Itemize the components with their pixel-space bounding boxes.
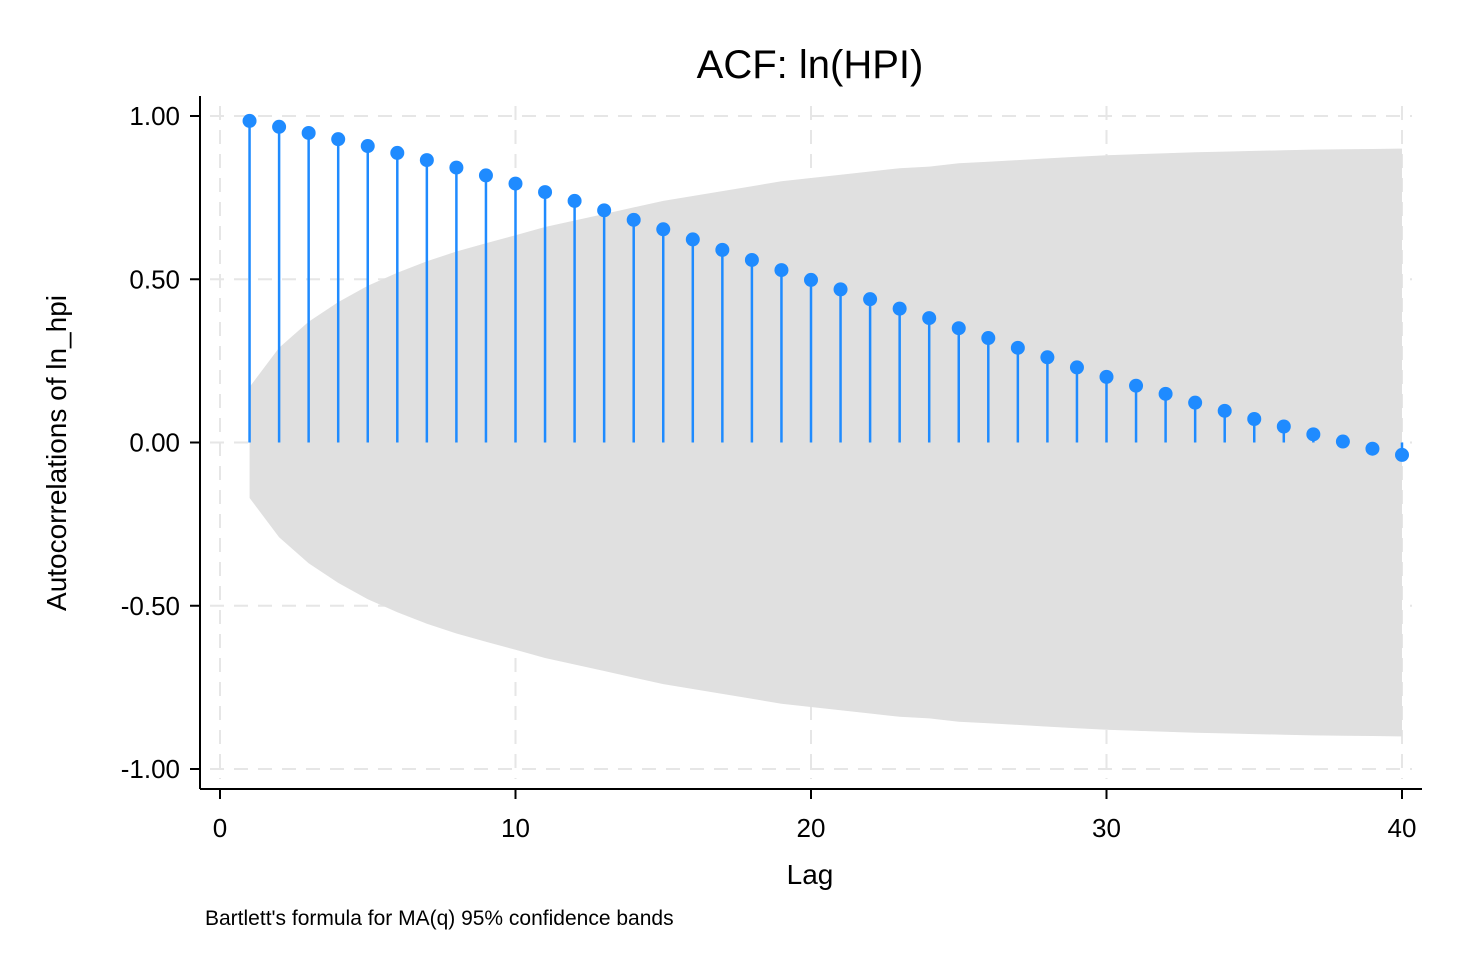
confidence-band-layer: [249, 148, 1403, 737]
acf-point: [508, 176, 523, 191]
chart-note: Bartlett's formula for MA(q) 95% confide…: [205, 907, 674, 930]
acf-point: [744, 252, 759, 267]
acf-point: [242, 113, 257, 128]
acf-point: [685, 232, 700, 247]
confidence-band: [249, 148, 1403, 737]
acf-point: [597, 203, 612, 218]
acf-point: [951, 321, 966, 336]
acf-point: [656, 222, 671, 237]
acf-point: [419, 153, 434, 168]
acf-point: [331, 132, 346, 147]
acf-point: [981, 331, 996, 346]
acf-point: [301, 125, 316, 140]
x-tick-label: 40: [1388, 813, 1417, 843]
acf-point: [390, 145, 405, 160]
y-tick-label: -0.50: [121, 591, 180, 621]
axes: [190, 96, 1422, 799]
acf-point: [1099, 369, 1114, 384]
acf-point: [892, 301, 907, 316]
acf-point: [774, 263, 789, 278]
y-axis-label: Autocorrelations of ln_hpi: [41, 295, 72, 611]
acf-point: [715, 242, 730, 257]
tick-labels: 1.00 0.50 0.00 -0.50 -1.00 0 10 20 30 40: [121, 101, 1417, 843]
acf-point: [1335, 434, 1350, 449]
acf-point: [1217, 403, 1232, 418]
y-tick-label: 0.00: [129, 428, 180, 458]
acf-point: [1069, 360, 1084, 375]
y-tick-label: 1.00: [129, 101, 180, 131]
x-tick-label: 20: [797, 813, 826, 843]
y-tick-label: 0.50: [129, 264, 180, 294]
acf-point: [626, 212, 641, 227]
acf-point: [1158, 386, 1173, 401]
acf-point: [1365, 441, 1380, 456]
x-axis-label: Lag: [787, 859, 834, 890]
acf-point: [804, 272, 818, 287]
acf-point: [360, 139, 375, 154]
acf-point: [449, 160, 464, 175]
acf-point: [538, 185, 553, 200]
acf-point: [922, 311, 937, 326]
acf-point: [1129, 378, 1144, 393]
acf-point: [1247, 411, 1262, 426]
acf-point: [833, 282, 848, 297]
stem-layer: [242, 113, 1409, 462]
x-tick-label: 0: [213, 813, 227, 843]
x-tick-label: 10: [501, 813, 530, 843]
y-tick-label: -1.00: [121, 754, 180, 784]
x-tick-label: 30: [1092, 813, 1121, 843]
acf-point: [1040, 350, 1055, 365]
acf-point: [1276, 419, 1291, 434]
acf-point: [1395, 447, 1409, 462]
chart-title: ACF: ln(HPI): [697, 43, 924, 87]
acf-point: [863, 292, 878, 307]
acf-point: [478, 168, 493, 183]
acf-point: [1188, 395, 1203, 410]
acf-point: [272, 119, 287, 134]
acf-point: [1010, 340, 1025, 355]
acf-point: [567, 193, 582, 208]
acf-point: [1306, 427, 1321, 442]
